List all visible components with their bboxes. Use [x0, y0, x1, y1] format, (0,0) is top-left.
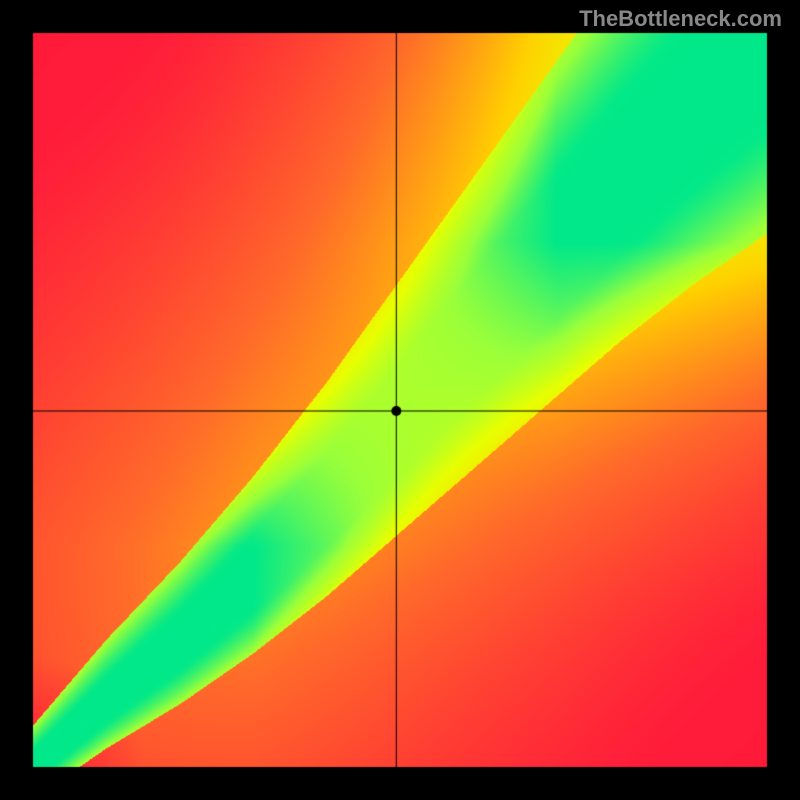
chart-container: TheBottleneck.com [0, 0, 800, 800]
bottleneck-heatmap [0, 0, 800, 800]
watermark-text: TheBottleneck.com [579, 6, 782, 32]
